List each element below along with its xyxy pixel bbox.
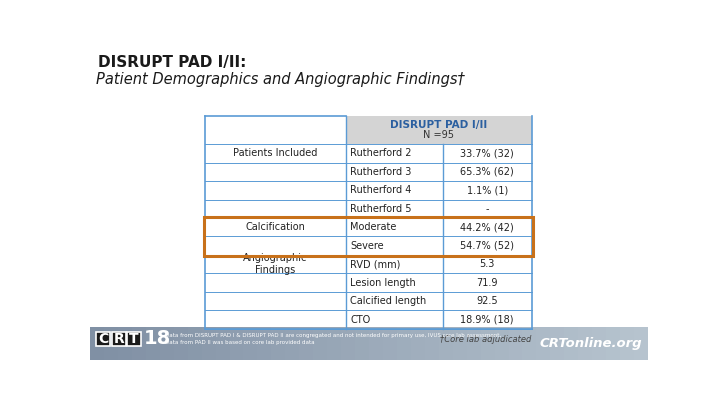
Text: †Core lab adjudicated: †Core lab adjudicated	[441, 335, 532, 344]
Bar	[564, 327, 579, 360]
Bar	[313, 327, 328, 360]
Text: -: -	[485, 204, 489, 214]
Bar	[127, 332, 141, 346]
Bar	[243, 327, 258, 360]
Bar	[593, 327, 607, 360]
Text: R: R	[113, 332, 124, 346]
Text: 92.5: 92.5	[477, 296, 498, 306]
Bar	[145, 327, 161, 360]
Bar	[174, 327, 189, 360]
Bar	[132, 327, 147, 360]
Text: 44.2% (42): 44.2% (42)	[460, 222, 514, 232]
Bar	[620, 327, 635, 360]
Text: T: T	[130, 332, 139, 346]
Text: RVD (mm): RVD (mm)	[351, 259, 401, 269]
Bar	[204, 217, 533, 256]
Bar	[383, 327, 397, 360]
Bar	[397, 327, 412, 360]
Text: Severe: Severe	[351, 241, 384, 251]
Text: Data from DISRUPT PAD I & DISRUPT PAD II are congregated and not intended for pr: Data from DISRUPT PAD I & DISRUPT PAD II…	[165, 333, 501, 345]
Bar	[578, 327, 593, 360]
Bar	[550, 327, 565, 360]
Bar	[369, 327, 384, 360]
Text: 1.1% (1): 1.1% (1)	[467, 185, 508, 195]
Text: DISRUPT PAD I/II: DISRUPT PAD I/II	[390, 120, 487, 130]
Text: Rutherford 3: Rutherford 3	[351, 167, 412, 177]
Text: Rutherford 5: Rutherford 5	[351, 204, 412, 214]
Text: Angiographic
Findings: Angiographic Findings	[243, 253, 307, 275]
Text: N =95: N =95	[423, 130, 454, 140]
Bar	[230, 327, 244, 360]
Bar	[425, 327, 439, 360]
Bar	[285, 327, 300, 360]
Bar	[341, 327, 356, 360]
Text: Moderate: Moderate	[351, 222, 397, 232]
Bar	[438, 327, 454, 360]
Bar	[118, 327, 132, 360]
Bar	[112, 332, 126, 346]
Text: Patients Included: Patients Included	[233, 148, 318, 158]
Bar	[188, 327, 202, 360]
Text: Patient Demographics and Angiographic Findings†: Patient Demographics and Angiographic Fi…	[96, 72, 465, 87]
Bar	[258, 327, 272, 360]
Bar	[453, 327, 467, 360]
Bar	[523, 327, 537, 360]
Bar	[327, 327, 342, 360]
Text: DISRUPT PAD I/II:: DISRUPT PAD I/II:	[98, 55, 246, 70]
Bar	[508, 327, 523, 360]
Text: Calcified length: Calcified length	[351, 296, 427, 306]
Bar	[271, 327, 286, 360]
Text: 54.7% (52): 54.7% (52)	[460, 241, 514, 251]
Text: CTO: CTO	[351, 315, 371, 325]
Text: 18.9% (18): 18.9% (18)	[460, 315, 514, 325]
Bar	[536, 327, 551, 360]
Bar	[411, 327, 426, 360]
Text: Calcification: Calcification	[246, 222, 305, 232]
Text: Rutherford 2: Rutherford 2	[351, 148, 412, 158]
Bar	[202, 327, 216, 360]
Bar	[300, 327, 314, 360]
Text: 33.7% (32): 33.7% (32)	[460, 148, 514, 158]
Bar	[90, 327, 104, 360]
Bar	[606, 327, 621, 360]
Bar	[215, 327, 230, 360]
Bar	[96, 332, 110, 346]
Text: Rutherford 4: Rutherford 4	[351, 185, 412, 195]
Bar	[634, 327, 649, 360]
Text: 5.3: 5.3	[480, 259, 495, 269]
Text: Lesion length: Lesion length	[351, 278, 416, 288]
Bar	[355, 327, 370, 360]
Bar	[467, 327, 482, 360]
Text: 71.9: 71.9	[477, 278, 498, 288]
Text: 65.3% (62): 65.3% (62)	[460, 167, 514, 177]
Text: C: C	[98, 332, 108, 346]
Bar	[495, 327, 509, 360]
Bar	[160, 327, 174, 360]
Bar	[104, 327, 119, 360]
Bar	[481, 327, 495, 360]
Bar	[346, 116, 532, 144]
Text: 18: 18	[143, 329, 171, 348]
Text: CRTonline.org: CRTonline.org	[539, 337, 642, 350]
